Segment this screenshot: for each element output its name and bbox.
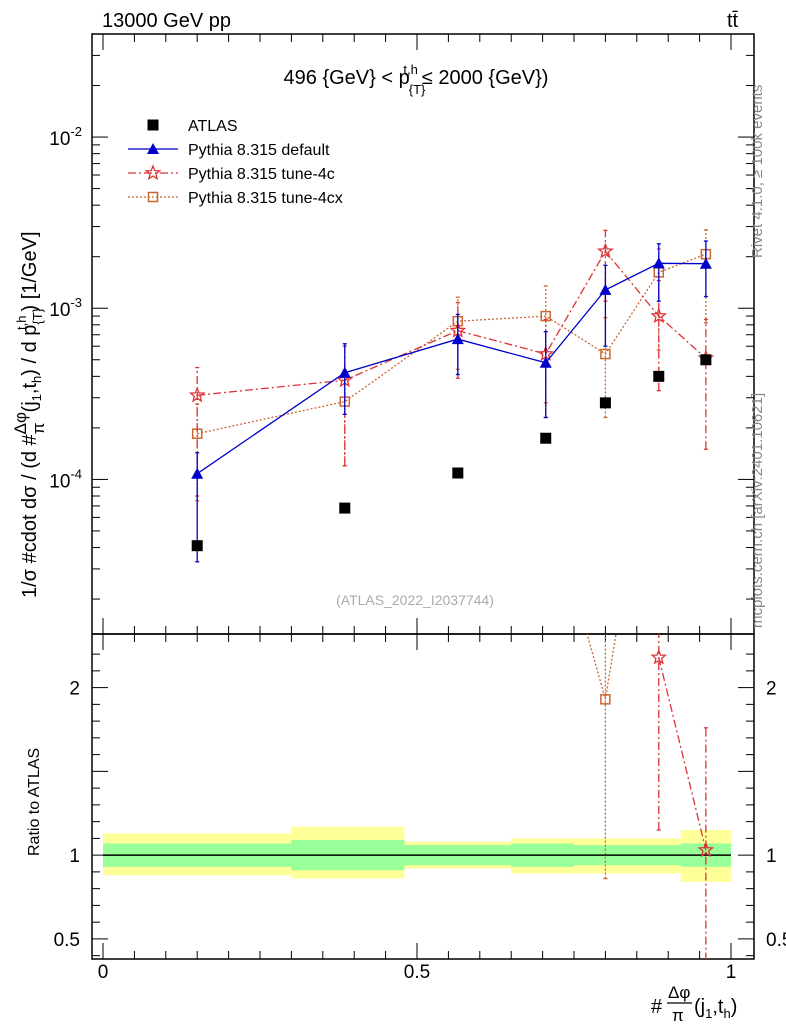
svg-text:#: # [651,996,663,1018]
ratio-bands [103,826,731,882]
legend-label-atlas: ATLAS [188,118,238,135]
legend-label-pythia-8-315-default: Pythia 8.315 default [188,142,330,159]
pythia-8-315-default-point [539,356,552,368]
atlas-point [653,370,665,382]
y-tick-label: 10-4 [49,466,82,492]
header-left-label: 13000 GeV pp [102,10,231,32]
legend: ATLAS Pythia 8.315 default Pythia 8.315 tu… [128,118,343,207]
pythia-8-315-tune-4c-point [697,841,715,858]
pythia-8-315-default-point [652,257,665,269]
ratio-y-tick-label: 1 [69,846,80,867]
x-axis-label: # Δφ π (j1,th) [651,983,737,1025]
main-series-group [188,229,715,563]
x-tick-label: 0.5 [404,962,430,983]
ratio-y-tick-label: 1 [766,846,777,867]
atlas-point [339,502,351,514]
ratio-series-group [541,482,715,959]
pythia-8-315-tune-4cx-point [600,348,611,360]
pythia-8-315-tune-4cx-point [600,694,611,705]
atlas-point [700,354,712,366]
legend-marker-atlas [147,119,159,131]
rivet-label: Rivet 4.1.0, ≥ 100k events [749,85,766,258]
svg-text:π: π [672,1006,684,1024]
pythia-8-315-tune-4c-point [188,386,206,403]
cut-label: 496 {GeV} < p{T}t,h ≤ 2000 {GeV}) [284,62,549,97]
pythia-8-315-tune-4cx-point [541,482,550,491]
ratio-y-tick-label: 0.5 [766,930,786,951]
ratio-y-axis-label: Ratio to ATLAS [26,748,43,856]
legend-label-pythia-8-315-tune-4cx: Pythia 8.315 tune-4cx [188,190,343,207]
atlas-point [191,540,203,552]
legend-marker-pythia-8-315-tune-4c [144,164,162,181]
x-tick-label: 0 [98,962,109,983]
svg-text:1/σ #cdot dσ / (d #Δφπ(j1,th): 1/σ #cdot dσ / (d #Δφπ(j1,th) / d p{T}t,… [11,231,48,598]
header-right-label: tt̄ [727,10,739,32]
atlas-point [599,397,611,409]
pythia-8-315-default-point [338,366,351,378]
pythia-8-315-default-point [451,333,464,345]
mcplots-label: mcplots.cern.ch [arXiv:2401.10621] [749,393,766,628]
pythia-8-315-tune-4c-line [197,250,707,396]
ratio-panel-frame [91,633,755,960]
ratio-y-tick-label: 2 [69,679,80,700]
y-tick-label: 10-3 [49,295,82,321]
legend-label-pythia-8-315-tune-4c: Pythia 8.315 tune-4c [188,166,335,183]
pythia-8-315-default-point [699,257,712,269]
ratio-y-tick-label: 2 [766,679,777,700]
pythia-8-315-tune-4c-point [597,242,614,259]
pythia-8-315-default-line [196,262,706,475]
pythia-8-315-tune-4c-point [650,307,668,324]
svg-text:Δφ: Δφ [668,983,690,1002]
pythia-8-315-tune-4c-point [650,648,668,665]
analysis-id: (ATLAS_2022_I2037744) [336,592,494,608]
pythia-8-315-default-point [599,283,612,295]
pythia-8-315-tune-4cx-line [586,634,617,700]
legend-marker-pythia-8-315-default [147,143,159,154]
x-tick-label: 1 [726,962,737,983]
pythia-8-315-default-point [191,467,204,479]
ratio-y-tick-label: 0.5 [54,930,80,951]
pythia-8-315-tune-4cx-line [197,253,707,435]
atlas-point [452,467,464,479]
axis-ticks: 10-4 10-3 10-2 0 0.5 1 0.5 0.5 1 1 2 2 [49,33,786,983]
data-series [188,229,715,959]
legend-marker-pythia-8-315-tune-4cx [147,191,159,203]
atlas-point [540,432,552,444]
pythia-8-315-tune-4c-line [658,657,707,851]
svg-text:(j1,th): (j1,th) [694,996,737,1021]
main-y-axis-label: 1/σ #cdot dσ / (d #Δφπ(j1,th) / d p{T}t,… [11,231,48,598]
y-tick-label: 10-2 [49,124,82,150]
